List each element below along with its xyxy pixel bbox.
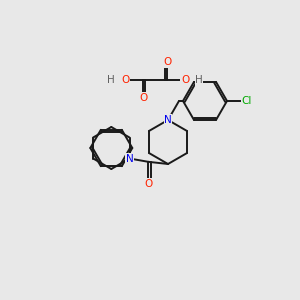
Text: H: H bbox=[195, 75, 203, 85]
Text: N: N bbox=[164, 115, 172, 125]
Text: O: O bbox=[139, 93, 147, 103]
Text: O: O bbox=[121, 75, 129, 85]
Text: O: O bbox=[181, 75, 189, 85]
Text: O: O bbox=[163, 57, 171, 67]
Text: N: N bbox=[126, 154, 134, 164]
Text: Cl: Cl bbox=[242, 96, 252, 106]
Text: H: H bbox=[107, 75, 115, 85]
Text: O: O bbox=[144, 179, 152, 189]
